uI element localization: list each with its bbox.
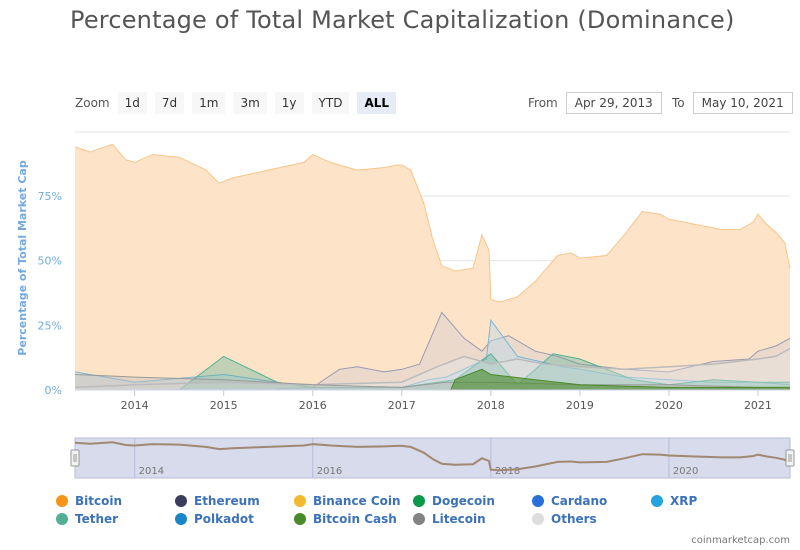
legend-marker	[651, 495, 663, 507]
legend-item-others[interactable]: Others	[532, 512, 597, 526]
x-tick-label: 2017	[388, 399, 416, 412]
y-tick-label: 75%	[38, 190, 62, 203]
x-tick-label: 2018	[477, 399, 505, 412]
legend-label: Litecoin	[432, 512, 486, 526]
navigator-left-handle[interactable]	[70, 449, 80, 467]
date-range-from: From Apr 29, 2013	[528, 92, 662, 114]
legend-label: Bitcoin	[75, 494, 123, 508]
legend-marker	[413, 495, 425, 507]
legend-item-tether[interactable]: Tether	[56, 512, 118, 526]
y-tick-label: 50%	[38, 255, 62, 268]
zoom-3m-button[interactable]: 3m	[233, 92, 267, 114]
legend-label: Others	[551, 512, 597, 526]
zoom-7d-button[interactable]: 7d	[154, 92, 185, 114]
navigator-tick-label: 2020	[673, 466, 698, 477]
series-area-bitcoin	[75, 144, 790, 390]
legend-marker	[294, 513, 306, 525]
credit-text: coinmarketcap.com	[691, 535, 790, 546]
zoom-label: Zoom	[75, 96, 110, 110]
to-date-input[interactable]: May 10, 2021	[692, 92, 793, 114]
y-axis-title: Percentage of Total Market Cap	[16, 160, 29, 356]
x-tick-label: 2020	[655, 399, 683, 412]
y-axis-ticks: 0% 25% 50% 75%	[38, 190, 62, 397]
range-navigator[interactable]: 2014 2016 2018 2020	[70, 437, 795, 479]
series-line-bitcoin-cash	[450, 368, 790, 391]
legend-marker	[532, 495, 544, 507]
series-area-bitcoin-cash	[450, 369, 790, 390]
navigator-tick-label: 2014	[139, 466, 164, 477]
legend-marker	[175, 513, 187, 525]
legend-item-litecoin[interactable]: Litecoin	[413, 512, 486, 526]
legend-marker	[56, 495, 68, 507]
legend-label: XRP	[670, 494, 698, 508]
dominance-chart: 0% 25% 50% 75% 2014 2015 2016 2017 2018 2019 2020…	[16, 131, 795, 479]
navigator-series-line	[74, 441, 791, 472]
navigator-right-handle[interactable]	[785, 449, 795, 467]
legend-marker	[294, 495, 306, 507]
chart-title: Percentage of Total Market Capitalizatio…	[70, 6, 735, 34]
legend-marker	[413, 513, 425, 525]
series-area-ethereum	[277, 312, 791, 390]
legend-item-dogecoin[interactable]: Dogecoin	[413, 494, 495, 508]
x-tick-label: 2016	[299, 399, 327, 412]
x-tick-label: 2019	[566, 399, 594, 412]
from-date-input[interactable]: Apr 29, 2013	[565, 92, 662, 114]
legend-label: Bitcoin Cash	[313, 512, 397, 526]
legend-label: Polkadot	[194, 512, 254, 526]
series-line-others	[74, 347, 791, 389]
legend-item-binance-coin[interactable]: Binance Coin	[294, 494, 401, 508]
legend-label: Ethereum	[194, 494, 260, 508]
date-range-to: To May 10, 2021	[672, 92, 793, 114]
legend-marker	[175, 495, 187, 507]
legend-marker	[56, 513, 68, 525]
legend-label: Dogecoin	[432, 494, 495, 508]
zoom-ytd-button[interactable]: YTD	[311, 92, 350, 114]
x-tick-label: 2021	[744, 399, 772, 412]
legend-label: Binance Coin	[313, 494, 401, 508]
y-tick-label: 25%	[38, 319, 62, 332]
to-label: To	[672, 96, 685, 110]
navigator-tick-label: 2016	[317, 466, 342, 477]
series-line-bitcoin	[74, 143, 791, 303]
legend-label: Cardano	[551, 494, 608, 508]
series-areas	[74, 143, 791, 391]
series-area-xrp	[75, 320, 790, 390]
zoom-all-button[interactable]: ALL	[357, 92, 397, 114]
x-axis-ticks: 2014 2015 2016 2017 2018 2019 2020 2021	[75, 389, 790, 412]
zoom-1y-button[interactable]: 1y	[274, 92, 304, 114]
series-line-ethereum	[277, 311, 791, 390]
y-tick-label: 0%	[45, 384, 62, 397]
legend-item-bitcoin[interactable]: Bitcoin	[56, 494, 122, 508]
zoom-1m-button[interactable]: 1m	[192, 92, 226, 114]
zoom-1d-button[interactable]: 1d	[117, 92, 147, 114]
legend-item-xrp[interactable]: XRP	[651, 494, 697, 508]
x-tick-label: 2015	[210, 399, 238, 412]
series-line-litecoin	[74, 374, 790, 388]
legend-item-polkadot[interactable]: Polkadot	[175, 512, 254, 526]
legend-item-bitcoin-cash[interactable]: Bitcoin Cash	[294, 512, 397, 526]
series-line-tether	[75, 353, 790, 391]
legend-item-ethereum[interactable]: Ethereum	[175, 494, 260, 508]
x-tick-label: 2014	[121, 399, 149, 412]
from-label: From	[528, 96, 558, 110]
legend-label: Tether	[75, 512, 119, 526]
legend-item-cardano[interactable]: Cardano	[532, 494, 607, 508]
zoom-controls: Zoom 1d 7d 1m 3m 1y YTD ALL	[75, 92, 404, 114]
navigator-tick-label: 2018	[495, 466, 520, 477]
legend-marker	[532, 513, 544, 525]
